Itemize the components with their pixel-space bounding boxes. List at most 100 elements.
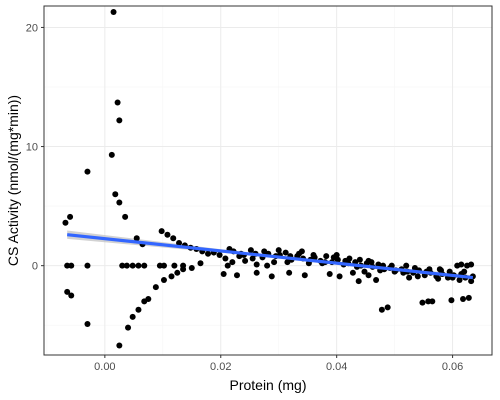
data-point <box>174 269 181 276</box>
data-point <box>125 324 132 331</box>
data-point <box>271 259 278 266</box>
data-point <box>268 273 275 280</box>
data-point <box>133 235 140 242</box>
data-point <box>378 306 385 313</box>
data-point <box>170 235 177 242</box>
data-point <box>119 262 126 269</box>
data-point <box>171 262 178 269</box>
data-point <box>333 251 340 258</box>
data-point <box>282 249 289 256</box>
data-point <box>242 257 249 264</box>
fit-line <box>67 233 474 280</box>
data-point <box>323 253 330 260</box>
data-point <box>436 266 443 273</box>
x-tick-label: 0.06 <box>442 361 463 373</box>
data-point <box>222 255 229 262</box>
data-point <box>188 265 195 272</box>
data-point <box>160 276 167 283</box>
x-tick-label: 0.02 <box>210 361 231 373</box>
data-point <box>224 262 231 269</box>
data-point <box>62 219 69 226</box>
data-point <box>84 321 91 328</box>
data-point <box>164 231 171 238</box>
data-point <box>403 262 410 269</box>
data-point <box>468 278 475 285</box>
data-point <box>426 266 433 273</box>
data-point <box>123 262 130 269</box>
data-point <box>67 213 74 220</box>
data-point <box>141 262 148 269</box>
data-point <box>145 296 152 303</box>
data-point <box>68 262 75 269</box>
data-point <box>349 269 356 276</box>
data-point <box>116 342 123 349</box>
data-point <box>298 248 305 255</box>
y-axis-title: CS Activity (nmol/(mg*min)) <box>5 95 21 266</box>
data-point <box>247 247 254 254</box>
data-point <box>135 306 142 313</box>
data-point <box>446 268 453 275</box>
data-point <box>388 262 395 269</box>
data-point <box>286 269 293 276</box>
data-point <box>468 261 475 268</box>
y-tick-label: 20 <box>26 22 38 34</box>
fit-line-group <box>67 233 474 280</box>
data-point <box>129 262 136 269</box>
grid <box>44 6 492 355</box>
data-point <box>261 248 268 255</box>
data-point <box>465 294 472 301</box>
y-tick-label: 10 <box>26 142 38 154</box>
data-point <box>68 292 75 299</box>
data-point <box>460 296 467 303</box>
y-axis-ticks: 0 10 20 <box>26 22 44 273</box>
data-point <box>419 299 426 306</box>
data-point <box>414 273 421 280</box>
data-point <box>356 256 363 263</box>
data-point <box>84 262 91 269</box>
data-point <box>373 276 380 283</box>
data-point <box>368 259 375 266</box>
data-point <box>180 266 187 273</box>
data-point <box>355 278 362 285</box>
data-point <box>216 251 223 258</box>
x-tick-label: 0.04 <box>326 361 347 373</box>
data-point <box>249 255 256 262</box>
data-point <box>108 151 115 158</box>
data-point <box>135 262 142 269</box>
data-point <box>461 268 468 275</box>
data-point <box>168 273 175 280</box>
data-point <box>429 298 436 305</box>
data-point <box>229 259 236 266</box>
data-point <box>233 272 240 279</box>
data-point <box>336 273 343 280</box>
data-point <box>64 288 71 295</box>
data-point <box>114 99 121 106</box>
data-point <box>110 8 117 15</box>
data-point <box>411 265 418 272</box>
data-point <box>365 272 372 279</box>
data-point <box>456 276 463 283</box>
data-point <box>112 191 119 198</box>
x-axis-ticks: 0.00 0.02 0.04 0.06 <box>94 355 463 373</box>
data-point <box>448 297 455 304</box>
data-point <box>122 213 129 220</box>
data-point <box>310 251 317 258</box>
data-point <box>129 313 136 320</box>
data-point <box>253 261 260 268</box>
data-point <box>220 271 227 278</box>
x-axis-title: Protein (mg) <box>229 377 306 393</box>
data-point <box>301 272 308 279</box>
data-point <box>458 261 465 268</box>
data-point <box>284 259 291 266</box>
data-point <box>253 269 260 276</box>
data-point <box>84 168 91 175</box>
panel-border <box>43 5 493 356</box>
data-point <box>435 275 442 282</box>
data-point <box>158 228 165 235</box>
data-point <box>160 262 167 269</box>
data-point <box>116 117 123 124</box>
data-point <box>361 268 368 275</box>
